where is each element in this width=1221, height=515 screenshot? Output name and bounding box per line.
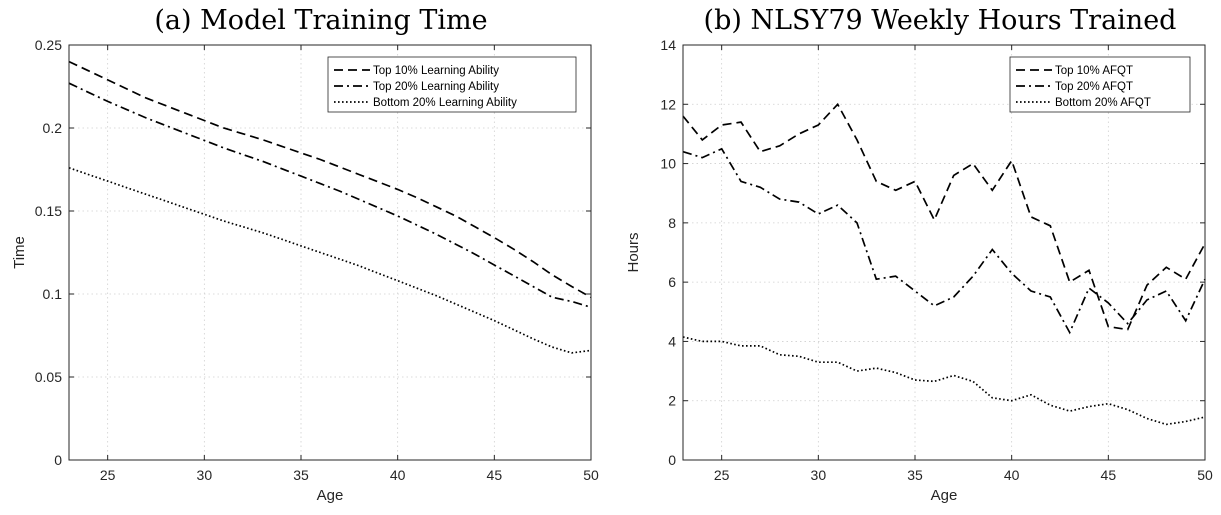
y-tick-label: 4 <box>668 333 676 349</box>
y-tick-label: 0.15 <box>35 203 62 219</box>
x-tick-label: 45 <box>1101 467 1117 483</box>
y-tick-label: 0 <box>668 452 676 468</box>
legend-entry: Top 10% AFQT <box>1055 65 1133 77</box>
y-axis-label: Time <box>11 236 28 269</box>
legend-entry: Bottom 20% Learning Ability <box>373 97 517 109</box>
y-tick-label: 0 <box>54 452 62 468</box>
y-tick-label: 2 <box>668 393 676 409</box>
y-tick-label: 0.05 <box>35 369 62 385</box>
y-tick-label: 14 <box>660 37 676 53</box>
series-line-dashed <box>68 60 592 299</box>
legend-box <box>327 56 577 113</box>
x-axis-label: Age <box>931 487 958 504</box>
plot-frame <box>68 44 592 461</box>
series-line-dotted <box>682 336 1206 426</box>
series-line-dashdot <box>682 147 1206 335</box>
x-tick-label: 30 <box>811 467 827 483</box>
series-line-dashdot <box>68 82 592 309</box>
legend-entry: Bottom 20% AFQT <box>1055 97 1151 109</box>
x-axis-label: Age <box>317 487 344 504</box>
y-tick-label: 0.25 <box>35 37 62 53</box>
chart-title: (a) Model Training Time <box>154 5 487 36</box>
legend-entry: Top 20% AFQT <box>1055 81 1133 93</box>
legend-entry: Top 10% Learning Ability <box>373 65 499 77</box>
x-tick-label: 35 <box>293 467 309 483</box>
y-tick-label: 6 <box>668 274 676 290</box>
legend-entry: Top 20% Learning Ability <box>373 81 499 93</box>
legend: Top 10% Learning Ability Top 20% Learning… <box>327 56 577 113</box>
x-tick-label: 35 <box>907 467 923 483</box>
y-tick-label: 10 <box>660 156 676 172</box>
y-tick-label: 8 <box>668 215 676 231</box>
y-tick-label: 0.2 <box>43 120 63 136</box>
x-tick-label: 45 <box>487 467 503 483</box>
series-line-dashed <box>682 102 1206 331</box>
x-tick-label: 50 <box>1197 467 1213 483</box>
legend: Top 10% AFQT Top 20% AFQT Bottom 20% AFQT <box>1009 56 1191 113</box>
y-tick-label: 0.1 <box>43 286 63 302</box>
x-tick-label: 40 <box>390 467 406 483</box>
x-tick-label: 25 <box>714 467 730 483</box>
y-axis-label: Hours <box>625 232 642 272</box>
panel-a-model-training-time: (a) Model Training Time 25 30 35 40 45 50 0 0.05… <box>11 5 599 504</box>
y-tick-label: 12 <box>660 96 676 112</box>
chart-title: (b) NLSY79 Weekly Hours Trained <box>704 5 1177 36</box>
x-tick-label: 25 <box>100 467 116 483</box>
plot-frame <box>682 44 1206 461</box>
series-line-dotted <box>68 166 592 354</box>
x-tick-label: 40 <box>1004 467 1020 483</box>
x-tick-label: 50 <box>583 467 599 483</box>
x-tick-label: 30 <box>197 467 213 483</box>
